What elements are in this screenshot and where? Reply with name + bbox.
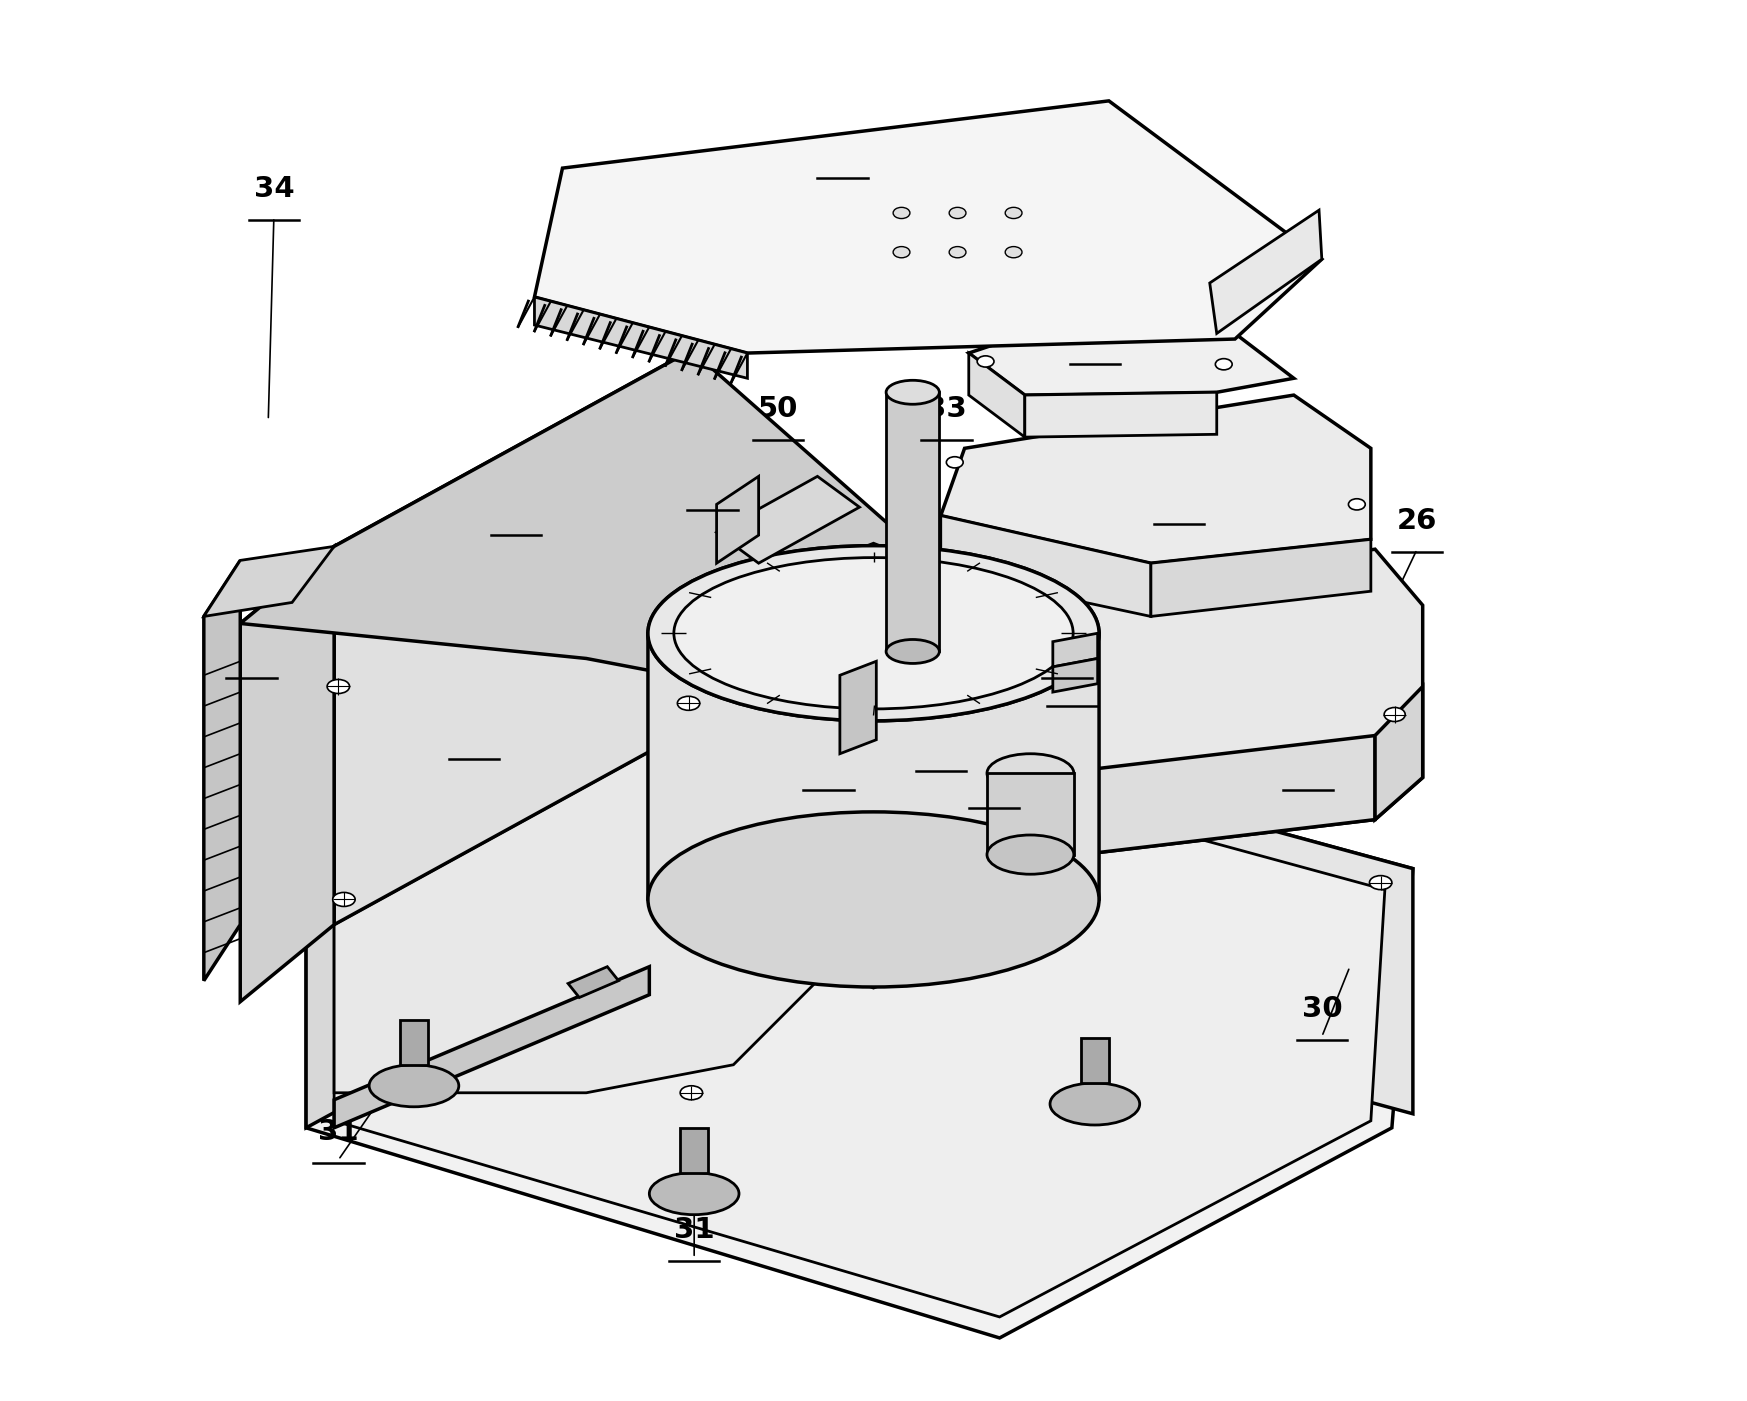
Text: 17: 17 (973, 764, 1015, 792)
Ellipse shape (332, 892, 355, 906)
Polygon shape (1209, 210, 1322, 333)
Polygon shape (535, 101, 1322, 353)
Ellipse shape (1050, 1083, 1139, 1125)
Text: 43: 43 (823, 133, 863, 161)
Polygon shape (1375, 686, 1422, 820)
Text: 51: 51 (692, 465, 732, 493)
Text: 45: 45 (921, 726, 961, 754)
Ellipse shape (886, 380, 940, 405)
Ellipse shape (1384, 708, 1405, 722)
Text: 27: 27 (1288, 745, 1328, 773)
Text: 42: 42 (496, 490, 536, 518)
Polygon shape (1053, 658, 1097, 692)
Polygon shape (1053, 633, 1097, 667)
Ellipse shape (650, 1173, 739, 1215)
Ellipse shape (987, 754, 1074, 793)
Polygon shape (987, 773, 1074, 855)
Text: 30: 30 (1302, 995, 1342, 1023)
Polygon shape (535, 297, 748, 378)
Text: 50: 50 (758, 395, 798, 423)
Ellipse shape (648, 545, 1099, 722)
Ellipse shape (987, 835, 1074, 874)
Ellipse shape (674, 558, 1073, 709)
Ellipse shape (1349, 499, 1364, 510)
Polygon shape (306, 672, 1413, 1338)
Polygon shape (1081, 736, 1375, 855)
Polygon shape (840, 661, 877, 754)
Text: 46: 46 (454, 715, 494, 743)
Polygon shape (716, 476, 860, 563)
Polygon shape (334, 350, 692, 925)
Ellipse shape (327, 679, 349, 693)
Polygon shape (400, 1020, 428, 1065)
Polygon shape (334, 967, 650, 1128)
Polygon shape (940, 395, 1371, 563)
Polygon shape (306, 672, 692, 1128)
Ellipse shape (1005, 247, 1022, 258)
Ellipse shape (977, 356, 994, 367)
Ellipse shape (648, 813, 1099, 988)
Ellipse shape (949, 207, 966, 219)
Ellipse shape (1370, 876, 1392, 890)
Polygon shape (692, 672, 1413, 1114)
Polygon shape (204, 546, 334, 616)
Polygon shape (680, 1128, 708, 1173)
Polygon shape (970, 353, 1025, 437)
Polygon shape (204, 560, 241, 981)
Polygon shape (241, 350, 929, 686)
Polygon shape (940, 516, 1151, 616)
Polygon shape (716, 476, 758, 563)
Text: 26: 26 (1398, 507, 1438, 535)
Polygon shape (1081, 549, 1422, 855)
Text: 53: 53 (1052, 661, 1092, 689)
Text: 52: 52 (1046, 633, 1087, 661)
Text: 33: 33 (926, 395, 966, 423)
Polygon shape (241, 546, 334, 1002)
Ellipse shape (949, 247, 966, 258)
Ellipse shape (1005, 207, 1022, 219)
Ellipse shape (648, 545, 1099, 722)
Ellipse shape (667, 555, 1080, 712)
Ellipse shape (886, 639, 940, 664)
Ellipse shape (893, 247, 910, 258)
Text: 54: 54 (809, 745, 849, 773)
Ellipse shape (893, 207, 910, 219)
Ellipse shape (680, 1086, 702, 1100)
Text: 44: 44 (1158, 479, 1198, 507)
Polygon shape (1025, 392, 1216, 437)
Ellipse shape (678, 696, 701, 710)
Polygon shape (334, 700, 1385, 1317)
Ellipse shape (947, 457, 963, 468)
Polygon shape (1151, 539, 1371, 616)
Text: 31: 31 (318, 1118, 358, 1146)
Polygon shape (334, 729, 929, 1093)
Polygon shape (648, 544, 1099, 988)
Text: 23: 23 (1074, 319, 1115, 347)
Text: 26: 26 (231, 633, 271, 661)
Polygon shape (886, 392, 940, 651)
Polygon shape (970, 333, 1295, 395)
Text: 31: 31 (674, 1216, 715, 1244)
Ellipse shape (369, 1065, 459, 1107)
Ellipse shape (1216, 359, 1232, 370)
Text: 34: 34 (253, 175, 293, 203)
Polygon shape (1081, 1038, 1109, 1083)
Polygon shape (568, 967, 618, 998)
